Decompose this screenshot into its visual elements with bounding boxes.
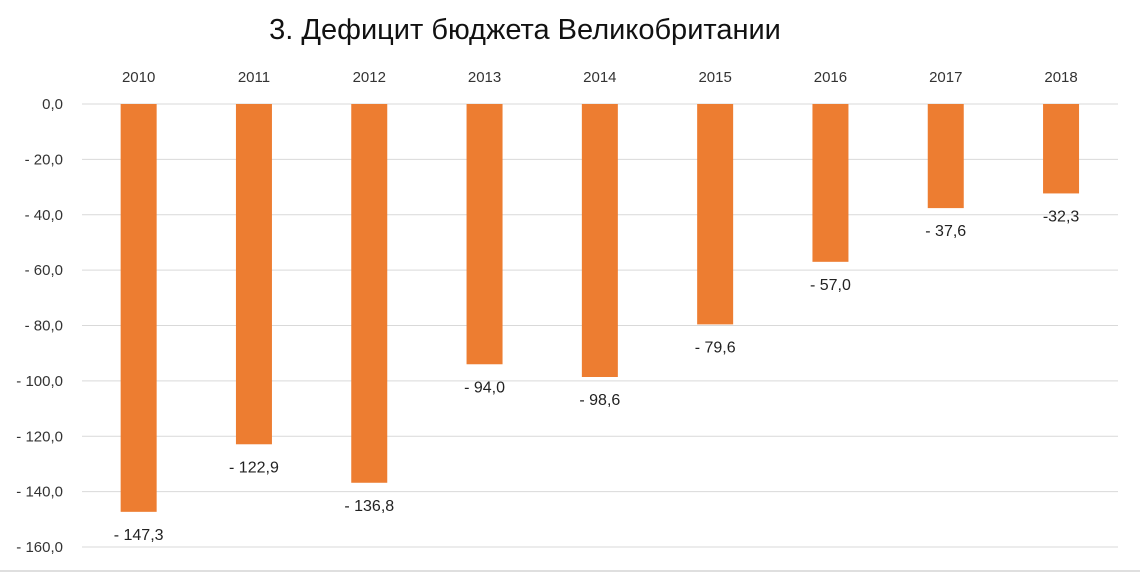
data-label-2012: - 136,8 [344, 498, 394, 515]
bar-2014 [581, 104, 618, 377]
x-category-label: 2017 [929, 69, 962, 86]
y-tick-label: - 120,0 [16, 428, 63, 445]
x-category-label: 2013 [468, 69, 501, 86]
y-tick-label: - 140,0 [16, 484, 63, 501]
x-category-label: 2010 [122, 69, 155, 86]
chart-title: 3. Дефицит бюджета Великобритании [269, 14, 781, 46]
bar-2013 [466, 104, 503, 365]
bar-2012 [351, 104, 388, 483]
y-tick-label: 0,0 [42, 96, 63, 113]
y-tick-label: - 160,0 [16, 539, 63, 556]
bar-2018 [1043, 104, 1080, 194]
x-category-label: 2015 [698, 69, 731, 86]
x-category-label: 2014 [583, 69, 616, 86]
bar-2010 [120, 104, 157, 512]
x-category-label: 2018 [1044, 69, 1077, 86]
x-category-label: 2011 [238, 69, 270, 86]
data-label-2016: - 57,0 [810, 277, 851, 294]
y-tick-label: - 80,0 [25, 318, 63, 335]
data-label-2014: - 98,6 [579, 392, 620, 409]
bar-2017 [927, 104, 964, 209]
data-label-2018: -32,3 [1043, 208, 1080, 225]
bars [120, 104, 1080, 512]
bar-2015 [697, 104, 734, 325]
y-tick-label: - 40,0 [25, 207, 63, 224]
data-label-2010: - 147,3 [114, 527, 164, 544]
data-label-2013: - 94,0 [464, 379, 505, 396]
bar-2011 [235, 104, 272, 445]
x-category-label: 2012 [353, 69, 386, 86]
y-tick-label: - 20,0 [25, 151, 63, 168]
data-label-2017: - 37,6 [925, 223, 966, 240]
data-labels: - 147,3 - 122,9 - 136,8 - 94,0 - 98,6 - 79,6 -… [114, 208, 1080, 543]
y-tick-label: - 100,0 [16, 373, 63, 390]
bar-2016 [812, 104, 849, 262]
data-label-2011: - 122,9 [229, 459, 279, 476]
y-axis-tick-labels: 0,0 - 20,0 - 40,0 - 60,0 - 80,0 - 100,0 - 120,… [16, 96, 63, 556]
data-label-2015: - 79,6 [695, 339, 736, 356]
x-axis-category-labels: 2010 2011 2012 2013 2014 2015 2016 2017 2018 [122, 69, 1078, 86]
y-tick-label: - 60,0 [25, 262, 63, 279]
gridlines [0, 103, 1140, 572]
x-category-label: 2016 [814, 69, 847, 86]
